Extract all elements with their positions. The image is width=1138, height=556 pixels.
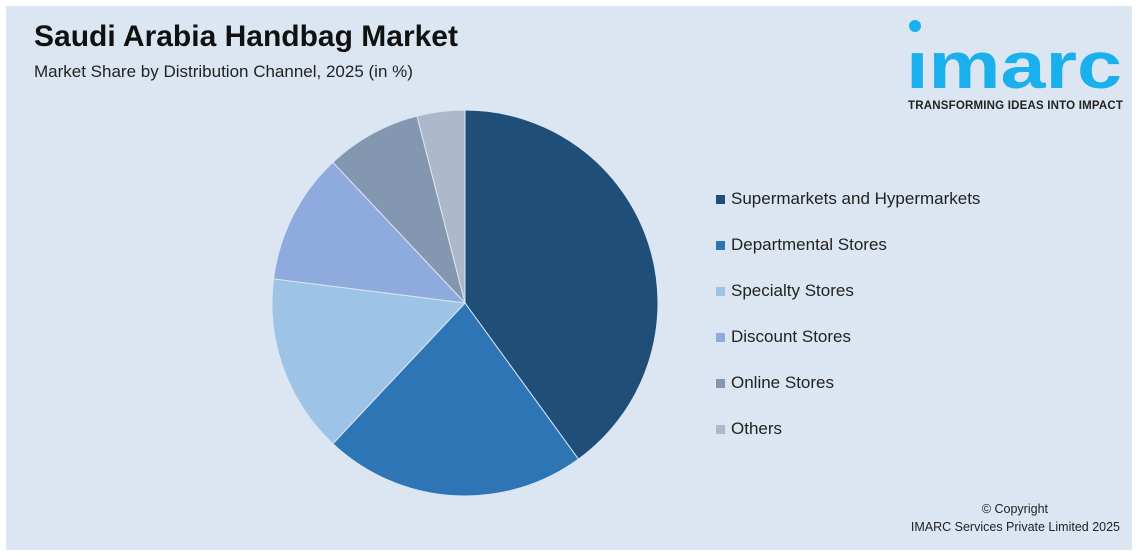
legend-item: Departmental Stores bbox=[716, 222, 980, 268]
imarc-logo: ımarc TRANSFORMING IDEAS INTO IMPACT bbox=[906, 18, 1124, 112]
copyright-company: IMARC Services Private Limited 2025 bbox=[910, 520, 1120, 534]
pie-slice-supermarkets-and-hypermarkets bbox=[464, 109, 659, 460]
legend-label: Supermarkets and Hypermarkets bbox=[731, 189, 981, 208]
legend-item: Supermarkets and Hypermarkets bbox=[716, 176, 980, 222]
legend-swatch bbox=[716, 424, 725, 434]
pie-slice-discount-stores bbox=[272, 161, 467, 304]
legend-swatch bbox=[716, 332, 725, 342]
chart-subtitle: Market Share by Distribution Channel, 20… bbox=[34, 62, 413, 81]
copyright: © Copyright IMARC Services Private Limit… bbox=[911, 500, 1120, 536]
legend-item: Others bbox=[716, 406, 980, 452]
pie-slice-others bbox=[416, 109, 466, 304]
legend-swatch bbox=[716, 378, 725, 388]
pie-slice-online-stores bbox=[332, 115, 466, 304]
legend-label: Departmental Stores bbox=[731, 235, 887, 254]
legend-item: Online Stores bbox=[716, 360, 980, 406]
copyright-label: © Copyright bbox=[981, 502, 1048, 516]
logo-tagline: TRANSFORMING IDEAS INTO IMPACT bbox=[908, 100, 1124, 112]
legend-item: Specialty Stores bbox=[716, 268, 980, 314]
legend-swatch bbox=[716, 194, 725, 204]
legend-swatch bbox=[716, 240, 725, 250]
pie-slice-departmental-stores bbox=[332, 302, 580, 497]
pie-slice-specialty-stores bbox=[271, 278, 467, 445]
svg-text:ımarc: ımarc bbox=[906, 28, 1122, 98]
legend-label: Specialty Stores bbox=[731, 281, 854, 300]
legend-label: Others bbox=[731, 419, 783, 438]
legend-label: Discount Stores bbox=[731, 327, 851, 346]
legend: Supermarkets and Hypermarkets Departmenta… bbox=[716, 176, 980, 452]
legend-label: Online Stores bbox=[731, 373, 834, 392]
legend-item: Discount Stores bbox=[716, 314, 980, 360]
legend-swatch bbox=[716, 286, 725, 296]
chart-title: Saudi Arabia Handbag Market bbox=[34, 20, 458, 53]
